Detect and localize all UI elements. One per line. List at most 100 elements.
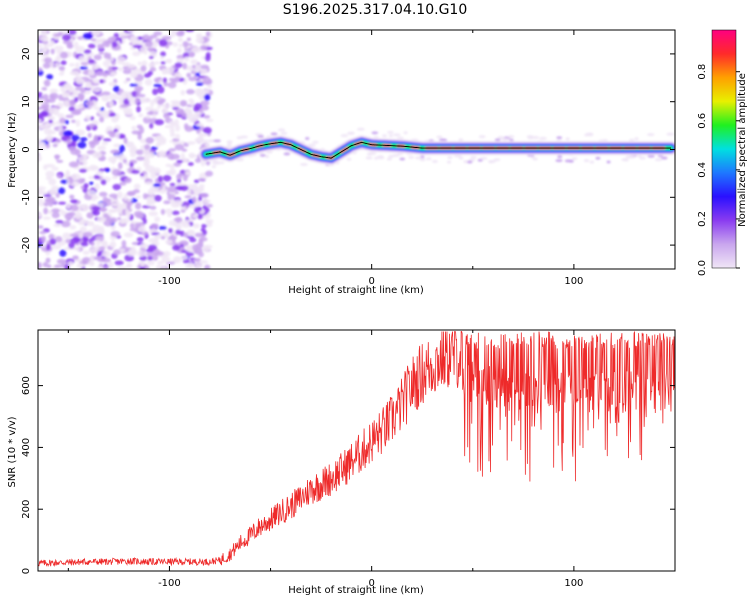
halo-cell xyxy=(654,158,663,162)
halo-cell xyxy=(374,156,379,160)
noise-cell xyxy=(134,97,140,104)
noise-cell xyxy=(139,255,147,261)
noise-cell xyxy=(179,100,187,107)
snr-x-label: Height of straight line (km) xyxy=(288,585,424,596)
noise-cell xyxy=(101,91,111,96)
halo-cell xyxy=(661,156,668,160)
noise-cell xyxy=(161,104,170,108)
noise-cell xyxy=(129,227,139,232)
noise-cell xyxy=(83,49,92,54)
noise-cell xyxy=(38,188,44,196)
halo-cell xyxy=(539,136,547,140)
noise-cell xyxy=(66,40,73,48)
noise-cell xyxy=(129,115,136,121)
noise-cell xyxy=(41,87,48,91)
noise-cell xyxy=(38,153,41,161)
noise-cell xyxy=(206,221,213,228)
noise-cell xyxy=(95,234,105,242)
noise-cell xyxy=(67,86,75,93)
noise-cell xyxy=(92,209,100,216)
noise-cell xyxy=(193,179,200,184)
noise-cell xyxy=(203,114,211,119)
noise-cell xyxy=(173,256,182,264)
noise-cell xyxy=(69,194,75,200)
noise-cell xyxy=(166,58,173,64)
noise-cell xyxy=(164,125,174,129)
noise-cell xyxy=(154,119,165,126)
noise-cell xyxy=(45,170,55,178)
noise-cell xyxy=(109,241,117,249)
noise-cell xyxy=(64,213,74,220)
noise-cell xyxy=(68,242,75,249)
halo-cell xyxy=(634,137,639,141)
halo-cell xyxy=(583,159,590,163)
noise-cell xyxy=(56,159,64,163)
noise-cell xyxy=(55,192,60,198)
noise-cell xyxy=(150,172,157,179)
noise-cell xyxy=(38,225,44,229)
noise-cell xyxy=(130,145,137,152)
noise-cell xyxy=(190,59,198,65)
noise-cell xyxy=(56,174,62,179)
snr-panel: -100 0 100 0 200 400 600 Height of straight li… xyxy=(7,329,676,596)
colorbar-tick-label: 0.8 xyxy=(697,64,708,80)
noise-cell xyxy=(172,244,181,251)
noise-cell xyxy=(193,258,198,262)
spectrogram-y-label: Frequency (Hz) xyxy=(7,112,18,188)
noise-cell xyxy=(106,126,114,132)
noise-cell xyxy=(137,249,146,257)
noise-cell xyxy=(205,160,211,166)
x-tick-label: -100 xyxy=(158,276,181,287)
noise-cell xyxy=(132,39,143,44)
noise-cell xyxy=(61,91,70,98)
noise-cell xyxy=(48,119,53,124)
halo-cell xyxy=(527,136,535,140)
halo-cell xyxy=(227,142,232,146)
noise-cell xyxy=(176,173,183,180)
halo-cell xyxy=(388,154,395,158)
noise-cell xyxy=(92,151,103,159)
halo-cell xyxy=(207,139,215,143)
noise-cell xyxy=(168,228,173,234)
halo-cell xyxy=(300,162,308,166)
noise-cell xyxy=(79,218,87,226)
noise-cell xyxy=(176,54,185,60)
noise-cell xyxy=(75,119,81,127)
peak-track-line xyxy=(205,141,671,159)
noise-cell xyxy=(45,250,51,256)
noise-cell xyxy=(88,260,94,266)
noise-cell xyxy=(144,40,153,48)
noise-cell xyxy=(152,183,161,188)
noise-cell xyxy=(188,115,198,123)
noise-cell xyxy=(194,158,202,163)
noise-cell xyxy=(102,266,110,269)
noise-cell xyxy=(103,213,109,218)
halo-cell xyxy=(212,160,219,164)
noise-cell xyxy=(88,59,95,64)
halo-cell xyxy=(447,156,453,160)
colorbar-label: Normalized spectral amplitude xyxy=(737,73,748,227)
noise-cell xyxy=(48,178,57,186)
noise-cell xyxy=(123,137,128,144)
x-tick-label: 0 xyxy=(368,276,374,287)
noise-cell xyxy=(70,199,78,204)
noise-cell xyxy=(187,262,194,269)
noise-cell xyxy=(87,189,97,197)
halo-cell xyxy=(204,143,210,147)
noise-cell xyxy=(108,261,114,269)
halo-cell xyxy=(628,155,636,159)
halo-cell xyxy=(240,135,249,139)
noise-cell xyxy=(57,31,64,36)
noise-cell xyxy=(43,128,53,135)
noise-cell xyxy=(108,81,117,87)
noise-cell xyxy=(97,145,107,151)
halo-cell xyxy=(305,136,310,140)
noise-cell xyxy=(167,213,172,218)
halo-cell xyxy=(629,138,635,142)
noise-cell xyxy=(136,237,144,242)
noise-cell xyxy=(58,72,65,76)
noise-cell xyxy=(203,127,212,134)
halo-cell xyxy=(403,131,408,135)
noise-cell xyxy=(38,261,42,269)
halo-cell xyxy=(312,140,319,144)
